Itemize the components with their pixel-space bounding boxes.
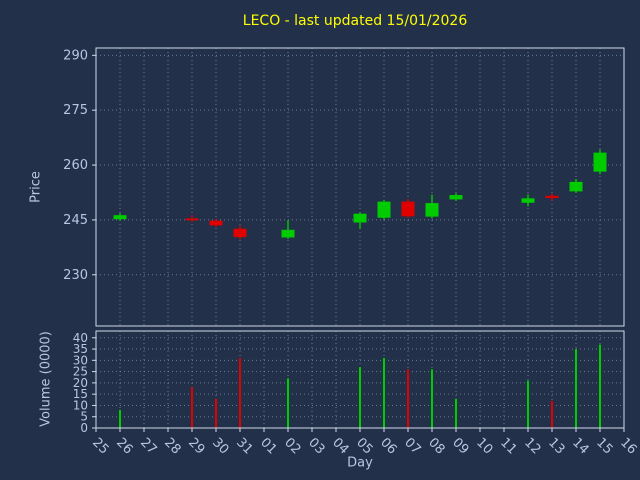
x-tick-label: 09 [449, 435, 471, 457]
candle-body [233, 228, 247, 238]
volume-tick-label: 5 [80, 410, 88, 424]
x-tick-label: 04 [329, 435, 351, 457]
x-tick-label: 26 [113, 435, 135, 457]
x-tick-label: 16 [617, 435, 639, 457]
volume-tick-label: 10 [73, 398, 88, 412]
price-tick-label: 260 [63, 158, 88, 173]
x-tick-label: 03 [305, 435, 327, 457]
volume-tick-label: 40 [73, 331, 88, 345]
price-tick-label: 245 [63, 213, 88, 228]
candle-body [209, 220, 223, 226]
candle-body [545, 195, 559, 198]
x-tick-label: 28 [161, 435, 183, 457]
volume-tick-label: 0 [80, 421, 88, 435]
candle-body [377, 201, 391, 218]
x-tick-label: 15 [593, 435, 615, 457]
price-tick-label: 230 [63, 268, 88, 283]
candle-body [185, 218, 199, 221]
volume-axis-label: Volume (0000) [38, 331, 54, 427]
candle-body [425, 203, 439, 217]
x-tick-label: 13 [545, 435, 567, 457]
volume-tick-label: 20 [73, 376, 88, 390]
price-tick-label: 290 [63, 48, 88, 63]
x-tick-label: 27 [137, 435, 159, 457]
x-tick-label: 14 [569, 435, 591, 457]
x-tick-label: 29 [185, 435, 207, 457]
candle-body [353, 213, 367, 223]
x-tick-label: 02 [281, 435, 303, 457]
x-tick-label: 05 [353, 435, 375, 457]
candle-body [569, 181, 583, 192]
candle-body [521, 198, 535, 203]
volume-tick-label: 35 [73, 342, 88, 356]
x-tick-label: 06 [377, 435, 399, 457]
x-tick-label: 07 [401, 435, 423, 457]
volume-panel-frame [95, 330, 625, 429]
volume-tick-label: 25 [73, 365, 88, 379]
x-tick-label: 30 [209, 435, 231, 457]
candle-body [593, 152, 607, 172]
x-tick-label: 10 [473, 435, 495, 457]
x-tick-label: 01 [257, 435, 279, 457]
x-tick-label: 11 [497, 435, 519, 457]
candle-body [449, 195, 463, 200]
x-tick-label: 12 [521, 435, 543, 457]
candle-body [401, 201, 415, 217]
day-axis-label: Day [347, 455, 373, 471]
volume-tick-label: 30 [73, 353, 88, 367]
chart-title: LECO - last updated 15/01/2026 [242, 13, 468, 29]
price-tick-label: 275 [63, 103, 88, 118]
x-tick-label: 31 [233, 435, 255, 457]
x-tick-label: 25 [89, 435, 111, 457]
volume-tick-label: 15 [73, 387, 88, 401]
candle-body [281, 229, 295, 238]
x-tick-label: 08 [425, 435, 447, 457]
price-axis-label: Price [28, 171, 44, 203]
price-panel-frame [95, 47, 625, 327]
candle-body [113, 215, 127, 220]
